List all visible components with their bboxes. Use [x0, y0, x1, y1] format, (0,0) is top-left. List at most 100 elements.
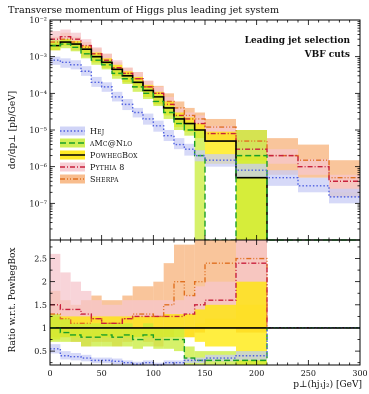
- ratio-y-ticks: 0.5 1 1.5 2 2.5: [34, 246, 360, 364]
- ratio-band-hej: [70, 352, 81, 361]
- main-band-hej: [122, 99, 133, 111]
- main-y-tick-label: 10⁻⁴: [29, 89, 47, 98]
- legend-label: PowhegBox: [90, 151, 138, 160]
- main-band-amc-nlo: [174, 115, 185, 130]
- ratio-line-sherpa: [50, 257, 360, 329]
- main-band-pythia-8: [329, 174, 360, 193]
- legend-swatch: [60, 126, 85, 136]
- ratio-y-axis-label: Ratio w.r.t. PowhegBox: [8, 248, 18, 353]
- main-band-hej: [153, 120, 164, 132]
- ratio-band-powhegbox: [205, 304, 236, 347]
- ratio-band-hej: [236, 351, 267, 361]
- main-band-amc-nlo: [132, 80, 143, 92]
- ratio-band-amc-nlo: [91, 323, 102, 347]
- main-band-hej: [143, 113, 154, 125]
- main-y-axis-label: dσ/dp⊥ [pb/GeV]: [8, 91, 18, 169]
- main-band-hej: [101, 82, 112, 92]
- ratio-band-pythia-8: [60, 272, 71, 328]
- x-tick-label: 50: [97, 369, 107, 378]
- ratio-band-amc-nlo: [174, 327, 185, 352]
- main-band-amc-nlo: [112, 67, 123, 79]
- legend-label: Hej: [90, 127, 105, 136]
- ratio-band-pythia-8: [194, 286, 205, 324]
- ratio-line-amc-nlo: [50, 327, 360, 362]
- ratio-band-hej: [112, 358, 123, 365]
- x-tick-label: 300: [352, 369, 367, 378]
- main-band-amc-nlo: [101, 60, 112, 70]
- ratio-band-amc-nlo: [112, 323, 123, 347]
- legend: Hej aMc@Nlo PowhegBox Pythia 8 Sherpa: [60, 126, 138, 184]
- ratio-band-pythia-8: [184, 295, 195, 328]
- main-band-hej: [267, 170, 298, 186]
- main-band-hej: [112, 91, 123, 102]
- main-band-amc-nlo: [194, 130, 205, 240]
- main-y-tick-label: 10⁻³: [29, 53, 47, 62]
- ratio-band-sherpa: [174, 244, 185, 328]
- ratio-band-pythia-8: [153, 300, 164, 328]
- x-tick-label: 250: [301, 369, 316, 378]
- ratio-band-amc-nlo: [184, 346, 195, 365]
- legend-label: Sherpa: [90, 175, 119, 184]
- ratio-band-pythia-8: [132, 300, 143, 328]
- main-band-hej: [174, 138, 185, 150]
- x-tick-label: 0: [47, 369, 52, 378]
- ratio-panel-bands: [50, 240, 267, 365]
- ratio-y-tick-label: 1: [42, 324, 47, 333]
- ratio-band-powhegbox: [194, 309, 205, 342]
- x-tick-label: 200: [249, 369, 264, 378]
- ratio-band-pythia-8: [81, 290, 92, 333]
- ratio-band-hej: [91, 357, 102, 364]
- x-axis-label: p⊥(hj₁j₂) [GeV]: [293, 379, 362, 390]
- ratio-band-pythia-8: [50, 253, 61, 328]
- ratio-band-hej: [81, 354, 92, 362]
- ratio-line-pythia-8: [50, 262, 360, 329]
- main-band-amc-nlo: [60, 39, 71, 49]
- legend-label: aMc@Nlo: [89, 139, 132, 148]
- legend-label: Pythia 8: [90, 163, 125, 172]
- annotation-vbf-cuts: VBF cuts: [304, 50, 350, 60]
- ratio-band-amc-nlo: [60, 318, 71, 342]
- main-band-hej: [50, 56, 61, 65]
- main-line-pythia-8: [50, 36, 360, 182]
- ratio-band-powhegbox: [184, 314, 195, 338]
- main-line-hej: [50, 59, 360, 198]
- main-line-powhegbox: [50, 41, 360, 241]
- ratio-band-hej: [174, 360, 185, 365]
- ratio-y-tick-label: 1.5: [34, 301, 47, 310]
- ratio-band-hej: [132, 361, 143, 365]
- ratio-band-amc-nlo: [143, 323, 154, 347]
- main-y-tick-label: 10⁻⁶: [29, 163, 47, 172]
- main-band-amc-nlo: [184, 122, 195, 136]
- ratio-y-tick-label: 0.5: [34, 347, 47, 356]
- ratio-band-powhegbox: [132, 316, 143, 338]
- main-band-hej: [298, 177, 329, 193]
- main-band-pythia-8: [298, 159, 329, 175]
- ratio-band-amc-nlo: [81, 323, 92, 347]
- x-tick-label: 150: [197, 369, 212, 378]
- main-band-hej: [163, 130, 174, 142]
- main-y-tick-label: 10⁻⁵: [29, 126, 47, 135]
- ratio-band-hej: [143, 360, 154, 365]
- main-band-hej: [81, 66, 92, 76]
- annotation-leading-jet: Leading jet selection: [245, 36, 351, 46]
- ratio-y-tick-label: 2.5: [34, 255, 47, 264]
- ratio-x-ticks: 0 50 100 150 200 250 300: [47, 240, 368, 378]
- ratio-band-amc-nlo: [163, 327, 174, 349]
- ratio-band-powhegbox: [174, 314, 185, 338]
- ratio-band-pythia-8: [143, 300, 154, 328]
- ratio-band-amc-nlo: [132, 327, 143, 349]
- ratio-band-hej: [184, 357, 195, 364]
- main-y-tick-label: 10⁻²: [29, 16, 47, 25]
- ratio-band-hej: [50, 344, 61, 354]
- main-band-amc-nlo: [163, 106, 174, 119]
- ratio-band-amc-nlo: [153, 327, 164, 349]
- ratio-band-pythia-8: [70, 281, 81, 328]
- main-y-ticks: 10⁻² 10⁻³ 10⁻⁴ 10⁻⁵ 10⁻⁶ 10⁻⁷: [29, 16, 360, 241]
- main-band-pythia-8: [50, 31, 61, 46]
- main-y-tick-label: 10⁻⁷: [29, 199, 47, 208]
- ratio-y-tick-label: 2: [42, 278, 47, 287]
- ratio-band-amc-nlo: [70, 323, 81, 342]
- main-band-pythia-8: [60, 29, 71, 43]
